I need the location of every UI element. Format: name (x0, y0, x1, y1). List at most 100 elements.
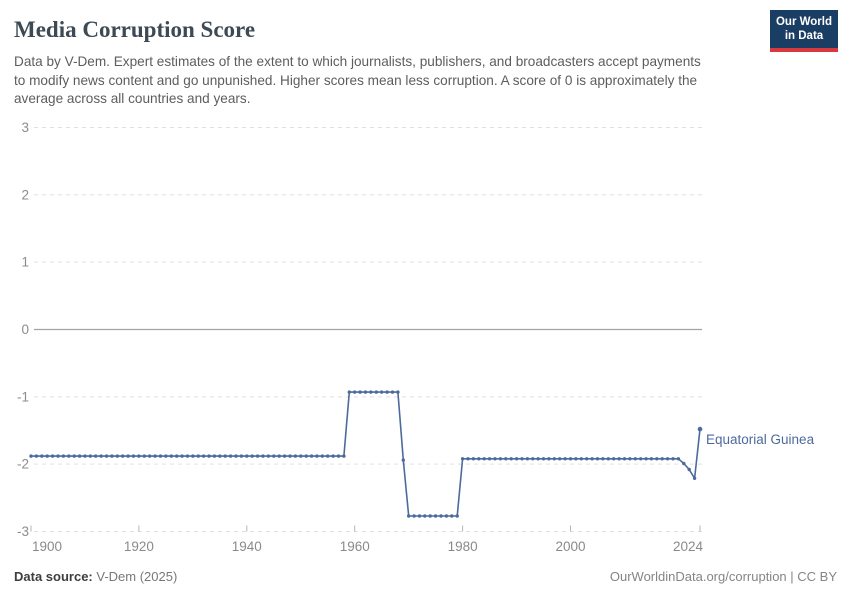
data-point (412, 514, 416, 518)
data-point (212, 454, 217, 458)
data-point (201, 454, 206, 458)
data-point (61, 454, 66, 458)
data-point (158, 454, 163, 458)
data-point (606, 457, 610, 461)
data-point (579, 457, 583, 461)
data-point (385, 390, 389, 394)
data-point (288, 454, 292, 458)
data-point (293, 454, 298, 458)
data-point (439, 514, 443, 518)
data-point (558, 457, 562, 461)
data-point (390, 390, 395, 394)
data-point (137, 454, 141, 458)
data-point (83, 454, 87, 458)
data-point (697, 426, 703, 432)
data-point (590, 457, 594, 461)
data-point (563, 457, 567, 461)
owid-logo-line2: in Data (784, 29, 824, 42)
owid-logo[interactable]: Our World in Data (770, 10, 838, 52)
data-point (131, 454, 136, 458)
data-point (299, 454, 303, 458)
data-point (466, 457, 470, 461)
data-point (450, 514, 454, 518)
data-point (676, 457, 681, 461)
data-point (531, 457, 535, 461)
y-axis-label: -1 (17, 389, 29, 404)
data-point (148, 454, 152, 458)
data-point (644, 457, 648, 461)
chart-subtitle: Data by V-Dem. Expert estimates of the e… (14, 54, 701, 107)
data-point (574, 457, 578, 461)
data-point (336, 454, 341, 458)
data-point (665, 457, 670, 461)
data-point (320, 454, 324, 458)
data-point (234, 454, 238, 458)
data-point (612, 457, 616, 461)
data-point (50, 454, 55, 458)
data-point (196, 454, 200, 458)
data-point (331, 454, 335, 458)
data-point (191, 454, 195, 458)
data-source-value: V-Dem (2025) (96, 569, 178, 584)
data-point (460, 457, 465, 461)
y-axis-label: 0 (21, 322, 29, 337)
data-point (282, 454, 287, 458)
data-point (622, 457, 627, 461)
data-point (358, 390, 362, 394)
data-point (56, 454, 60, 458)
data-point (633, 457, 637, 461)
data-point (498, 457, 503, 461)
data-point (628, 457, 632, 461)
data-point (687, 467, 691, 472)
data-point (541, 457, 546, 461)
data-point (77, 454, 82, 458)
data-point (617, 457, 621, 461)
data-point (552, 457, 556, 461)
data-point (649, 457, 654, 461)
data-source: Data source: V-Dem (2025) (14, 569, 177, 584)
data-point (477, 457, 481, 461)
data-point (277, 454, 281, 458)
data-point (509, 457, 513, 461)
data-point (99, 454, 103, 458)
data-point (40, 454, 44, 458)
data-point (374, 390, 378, 394)
data-point (110, 454, 114, 458)
data-point (401, 458, 405, 462)
data-point (568, 457, 573, 461)
data-point (444, 514, 449, 518)
data-point (363, 390, 368, 394)
data-point (682, 461, 686, 466)
data-point (493, 457, 497, 461)
data-point (239, 454, 244, 458)
data-point (547, 457, 551, 461)
data-point (585, 457, 589, 461)
x-axis-label: 1980 (448, 539, 478, 554)
data-point (309, 454, 314, 458)
data-point (121, 454, 125, 458)
data-point (142, 454, 146, 458)
data-point (396, 390, 400, 394)
data-point (671, 457, 675, 461)
data-point (67, 454, 71, 458)
data-point (94, 454, 98, 458)
data-point (639, 457, 643, 461)
data-point (536, 457, 540, 461)
data-line-equatorial-guinea[interactable] (31, 391, 701, 517)
data-point (380, 390, 384, 394)
data-point (655, 457, 659, 461)
data-point (223, 454, 227, 458)
data-point (433, 514, 438, 518)
footer-citation-link[interactable]: OurWorldinData.org/corruption | CC BY (609, 569, 837, 584)
data-point (455, 514, 459, 518)
data-point (45, 454, 49, 458)
entity-label[interactable]: Equatorial Guinea (706, 432, 815, 447)
data-point (228, 454, 233, 458)
data-point (207, 454, 211, 458)
x-axis-label: 1900 (32, 539, 62, 554)
data-point (601, 457, 605, 461)
data-point (185, 454, 190, 458)
data-point (504, 457, 508, 461)
